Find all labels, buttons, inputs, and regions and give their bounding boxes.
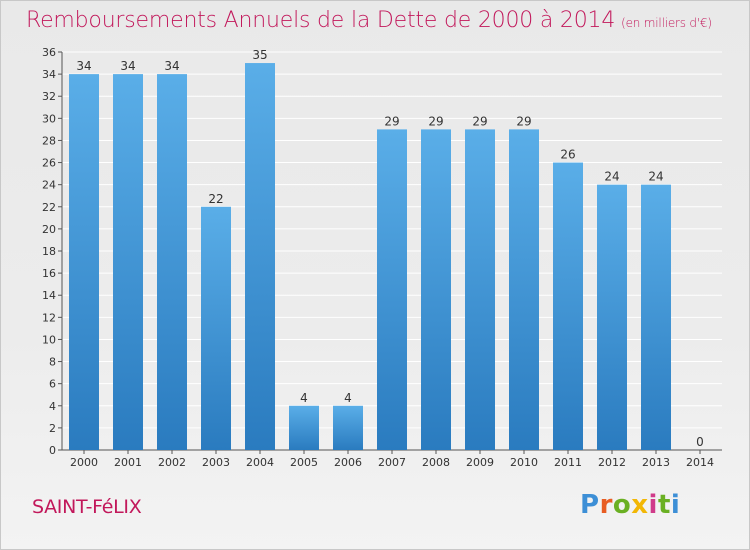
x-tick-label-2008: 2008 xyxy=(422,456,450,469)
y-tick-label: 18 xyxy=(42,245,56,258)
bars xyxy=(69,63,671,451)
y-tick-label: 4 xyxy=(49,400,56,413)
x-tick-label-2013: 2013 xyxy=(642,456,670,469)
logo-letter: i xyxy=(648,490,658,520)
proxiti-logo: Proxiti xyxy=(580,490,680,520)
y-tick-label: 16 xyxy=(42,267,56,280)
y-tick-label: 34 xyxy=(42,68,56,81)
bar-2008 xyxy=(421,129,451,450)
x-tick-label-2002: 2002 xyxy=(158,456,186,469)
title-text: Remboursements Annuels de la Dette de 20… xyxy=(26,8,616,33)
y-tick-label: 10 xyxy=(42,333,56,346)
x-tick-label-2011: 2011 xyxy=(554,456,582,469)
x-tick-label-2007: 2007 xyxy=(378,456,406,469)
data-label-2011: 26 xyxy=(560,148,575,162)
data-label-2002: 34 xyxy=(164,59,179,73)
x-tick-label-2000: 2000 xyxy=(70,456,98,469)
data-label-2009: 29 xyxy=(472,114,487,128)
x-tick-label-2012: 2012 xyxy=(598,456,626,469)
y-tick-label: 22 xyxy=(42,201,56,214)
data-label-2014: 0 xyxy=(696,435,704,449)
y-tick-label: 0 xyxy=(49,444,56,457)
x-tick-label-2009: 2009 xyxy=(466,456,494,469)
data-label-2010: 29 xyxy=(516,114,531,128)
logo-letter: r xyxy=(599,490,613,520)
y-tick-label: 6 xyxy=(49,378,56,391)
bar-2004 xyxy=(245,63,275,451)
bar-2011 xyxy=(553,162,583,451)
y-tick-label: 24 xyxy=(42,179,56,192)
data-label-2003: 22 xyxy=(208,192,223,206)
labels: 0246810121416182022242628303234363420003… xyxy=(42,46,714,469)
bar-2006 xyxy=(333,405,363,450)
y-tick-label: 12 xyxy=(42,311,56,324)
title-unit: (en milliers d'€) xyxy=(621,16,712,30)
x-tick-label-2006: 2006 xyxy=(334,456,362,469)
y-tick-label: 28 xyxy=(42,134,56,147)
logo-letter: i xyxy=(670,490,681,520)
data-label-2005: 4 xyxy=(300,391,308,405)
logo-letter: t xyxy=(657,490,671,520)
bar-2012 xyxy=(597,184,627,450)
data-label-2008: 29 xyxy=(428,114,443,128)
x-tick-label-2001: 2001 xyxy=(114,456,142,469)
x-tick-label-2005: 2005 xyxy=(290,456,318,469)
data-label-2006: 4 xyxy=(344,391,352,405)
y-tick-label: 8 xyxy=(49,356,56,369)
data-label-2007: 29 xyxy=(384,114,399,128)
bar-2007 xyxy=(377,129,407,450)
y-tick-label: 2 xyxy=(49,422,56,435)
y-tick-label: 14 xyxy=(42,289,56,302)
bar-2005 xyxy=(289,405,319,450)
data-label-2001: 34 xyxy=(120,59,135,73)
data-label-2012: 24 xyxy=(604,170,619,184)
x-tick-label-2014: 2014 xyxy=(686,456,714,469)
logo-letter: x xyxy=(631,490,649,520)
y-tick-label: 36 xyxy=(42,46,56,59)
bar-2010 xyxy=(509,129,539,450)
bar-2003 xyxy=(201,206,231,450)
chart-title: Remboursements Annuels de la Dette de 20… xyxy=(26,8,712,33)
data-label-2000: 34 xyxy=(76,59,91,73)
logo-letter: P xyxy=(580,490,600,520)
data-label-2004: 35 xyxy=(252,48,267,62)
bar-2013 xyxy=(641,184,671,450)
bar-2000 xyxy=(69,74,99,450)
x-tick-label-2004: 2004 xyxy=(246,456,274,469)
data-label-2013: 24 xyxy=(648,170,663,184)
x-tick-label-2010: 2010 xyxy=(510,456,538,469)
y-tick-label: 20 xyxy=(42,223,56,236)
y-tick-label: 32 xyxy=(42,90,56,103)
y-tick-label: 26 xyxy=(42,157,56,170)
bar-2009 xyxy=(465,129,495,450)
y-tick-label: 30 xyxy=(42,112,56,125)
logo-letter: o xyxy=(612,490,632,520)
x-tick-label-2003: 2003 xyxy=(202,456,230,469)
bar-2002 xyxy=(157,74,187,450)
bar-2001 xyxy=(113,74,143,450)
place-name: SAINT-FéLIX xyxy=(32,496,142,518)
